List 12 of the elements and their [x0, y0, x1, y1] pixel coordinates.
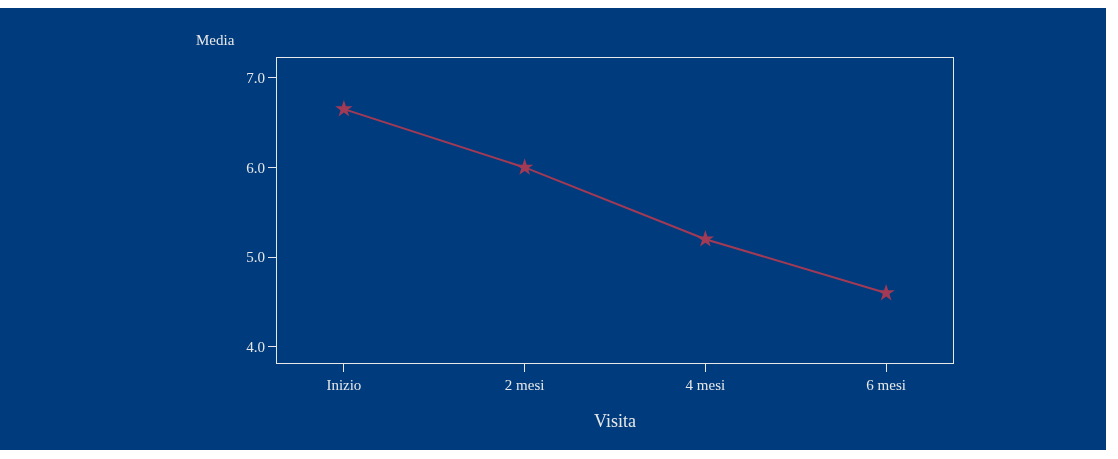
x-tick-label: 4 mesi: [685, 377, 726, 393]
y-tick-label: 6.0: [246, 159, 265, 176]
point: [696, 230, 715, 247]
x-tick-label: 2 mesi: [504, 377, 545, 393]
x-tick-label: 6 mesi: [866, 377, 906, 393]
y-tick-label: 5.0: [246, 249, 265, 266]
point: [335, 100, 353, 117]
y-tick-label: 7.0: [246, 69, 265, 86]
x-tick-label: Inizio: [326, 377, 362, 393]
x-axis-title: Visita: [594, 411, 636, 432]
y-axis-title: Media: [196, 32, 235, 48]
y-tick-label: 4.0: [246, 339, 265, 356]
